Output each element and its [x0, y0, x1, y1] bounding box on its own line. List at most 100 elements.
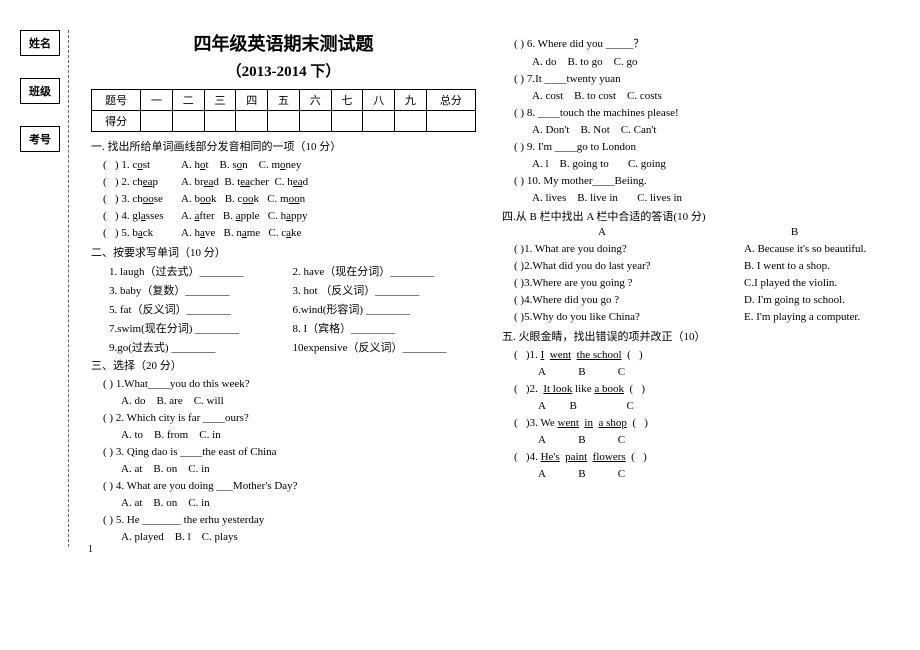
th: 题号 [92, 90, 141, 111]
th: 二 [172, 90, 204, 111]
opt: B. on [153, 463, 177, 475]
page-number: 1 [88, 544, 93, 555]
fill: 1. laugh（过去式）________ [109, 263, 293, 279]
q: ( ) 3. Qing dao is ____the east of China [103, 446, 476, 458]
page-subtitle: （2013-2014 下） [91, 60, 476, 81]
section-3-cont: ( ) 6. Where did you _____？ A. do B. to … [502, 35, 887, 204]
q: ( ) 5. back [103, 227, 173, 239]
opt: B. to go [567, 56, 602, 68]
section-1-title: 一. 找出所给单词画线部分发音相同的一项（10 分） [91, 138, 476, 154]
fill: 10expensive（反义词）________ [293, 339, 477, 355]
opt: A. Don't [532, 124, 569, 136]
section-1: ( ) 1. costA. hot B. son C. money ( ) 2.… [91, 159, 476, 239]
match-r: C.I played the violin. [744, 277, 837, 289]
th: 一 [141, 90, 173, 111]
opt: A. l [532, 158, 549, 170]
match-l: ( )2.What did you do last year? [514, 260, 744, 272]
fill: 5. fat（反义词）________ [109, 301, 293, 317]
section-2-title: 二、按要求写单词（10 分） [91, 244, 476, 260]
th: 四 [236, 90, 268, 111]
th: 六 [299, 90, 331, 111]
ab-header: A B [502, 226, 887, 238]
q: ( ) 3. choose [103, 193, 173, 205]
fill: 7.swim(现在分词) ________ [109, 320, 293, 336]
th: 三 [204, 90, 236, 111]
section-5-title: 五. 火眼金睛，找出错误的项并改正（10） [502, 328, 887, 344]
q: ( ) 1.What____you do this week? [103, 378, 476, 390]
q: ( )4. He's paint flowers ( ) [514, 451, 887, 463]
opt: C. plays [202, 531, 238, 543]
opt: B. Not [580, 124, 609, 136]
fill: 2. have（现在分词）________ [293, 263, 477, 279]
opt: A. to [121, 429, 143, 441]
opt: C. Can't [621, 124, 657, 136]
opt: C. going [628, 158, 666, 170]
abc: A B C [538, 366, 887, 378]
q: ( ) 4. What are you doing ___Mother's Da… [103, 480, 476, 492]
th: 九 [395, 90, 427, 111]
opt: A. at [121, 497, 142, 509]
opt: C. will [194, 395, 224, 407]
abc: A B C [538, 468, 887, 480]
opt: C. lives in [637, 192, 682, 204]
match-r: B. I went to a shop. [744, 260, 830, 272]
col-a: A [502, 226, 702, 238]
fill: 3. baby（复数）________ [109, 282, 293, 298]
match-r: D. I'm going to school. [744, 294, 845, 306]
right-column: ( ) 6. Where did you _____？ A. do B. to … [484, 30, 895, 547]
page-title: 四年级英语期末测试题 [91, 30, 476, 56]
match-l: ( )3.Where are you going ? [514, 277, 744, 289]
section-5: ( )1. I went the school ( ) A B C ( )2. … [502, 349, 887, 480]
exam-box: 考号 [20, 126, 60, 152]
match-r: A. Because it's so beautiful. [744, 243, 866, 255]
q: ( ) 7.It ____twenty yuan [514, 73, 887, 85]
q: ( ) 2. Which city is far ____ours? [103, 412, 476, 424]
th: 五 [268, 90, 300, 111]
section-4-title: 四.从 B 栏中找出 A 栏中合适的答语(10 分) [502, 208, 887, 224]
name-box: 姓名 [20, 30, 60, 56]
section-3-title: 三、选择（20 分） [91, 357, 476, 373]
opt: A. cost [532, 90, 563, 102]
opt: C. in [199, 429, 220, 441]
opt: B. going to [560, 158, 609, 170]
q: ( ) 8. ____touch the machines please! [514, 107, 887, 119]
q: ( ) 4. glasses [103, 210, 173, 222]
section-3: ( ) 1.What____you do this week? A. do B.… [91, 378, 476, 543]
q: ( )3. We went in a shop ( ) [514, 417, 887, 429]
opt: C. in [188, 497, 209, 509]
section-4: ( )1. What are you doing?A. Because it's… [502, 243, 887, 323]
q: ( ) 2. cheap [103, 176, 173, 188]
page: 姓名 班级 考号 四年级英语期末测试题 （2013-2014 下） 题号 一 二… [0, 0, 920, 557]
opt: B. from [154, 429, 188, 441]
opt: A. at [121, 463, 142, 475]
table-row: 得分 [92, 111, 476, 132]
class-box: 班级 [20, 78, 60, 104]
opt: A. lives [532, 192, 566, 204]
fill: 9.go(过去式) ________ [109, 339, 293, 355]
side-info: 姓名 班级 考号 [20, 30, 60, 547]
match-l: ( )4.Where did you go ? [514, 294, 744, 306]
opt: B. live in [577, 192, 618, 204]
match-l: ( )5.Why do you like China? [514, 311, 744, 323]
opt: B. l [175, 531, 191, 543]
fill: 3. hot （反义词）________ [293, 282, 477, 298]
match-r: E. I'm playing a computer. [744, 311, 860, 323]
td: 得分 [92, 111, 141, 132]
q: ( ) 5. He _______ the erhu yesterday [103, 514, 476, 526]
th: 总分 [426, 90, 475, 111]
opt: B. to cost [574, 90, 616, 102]
score-table: 题号 一 二 三 四 五 六 七 八 九 总分 得分 [91, 89, 476, 132]
section-2: 1. laugh（过去式）________2. have（现在分词）______… [91, 263, 476, 355]
q: ( ) 6. Where did you _____？ [514, 35, 887, 51]
opt: B. on [153, 497, 177, 509]
match-l: ( )1. What are you doing? [514, 243, 744, 255]
q: ( )1. I went the school ( ) [514, 349, 887, 361]
table-row: 题号 一 二 三 四 五 六 七 八 九 总分 [92, 90, 476, 111]
opt: A. played [121, 531, 164, 543]
abc: A B C [538, 400, 887, 412]
fill: 8. I（宾格）________ [293, 320, 477, 336]
content: 四年级英语期末测试题 （2013-2014 下） 题号 一 二 三 四 五 六 … [83, 30, 895, 547]
th: 八 [363, 90, 395, 111]
cut-line [68, 30, 71, 547]
opt: C. costs [627, 90, 662, 102]
